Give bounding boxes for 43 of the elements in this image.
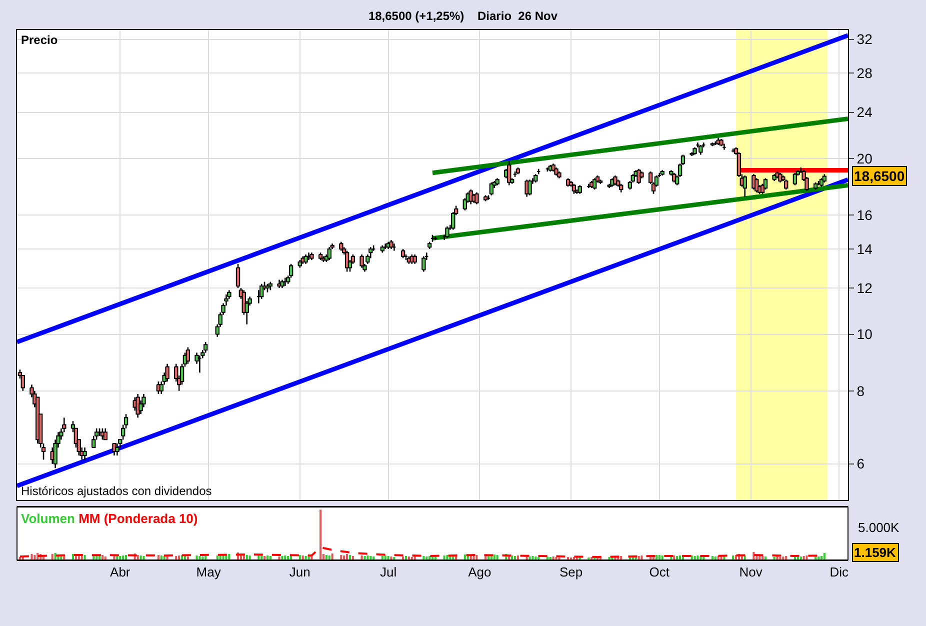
bar [806, 555, 808, 560]
x-tick-label: Dic [830, 564, 850, 580]
bar [694, 556, 696, 560]
bar [196, 555, 198, 560]
bar [528, 556, 531, 560]
x-tick-label: Nov [739, 564, 763, 580]
annotation: Históricos ajustados con dividendos [21, 484, 212, 498]
y-tick-label: 24 [856, 104, 873, 120]
y-tick-label: 12 [856, 280, 873, 296]
y-tick-label: 10 [856, 326, 873, 342]
text: 18,6500 [854, 168, 905, 184]
y-tick-label: 8 [856, 382, 865, 399]
text: Volumen [21, 511, 75, 526]
text: MM (Ponderada 10) [78, 511, 198, 526]
x-tick-label: Abr [110, 564, 131, 580]
bar [278, 556, 280, 560]
chart-title: 18,6500 (+1,25%) Diario 26 Nov [368, 8, 558, 23]
bar [225, 554, 228, 560]
y-tick-label: 14 [856, 240, 873, 257]
bar [319, 510, 322, 560]
y-tick-label: 6 [856, 456, 865, 472]
bar [446, 554, 448, 560]
annotation: 1.159K [854, 545, 897, 560]
x-tick-label: Jul [380, 564, 397, 580]
text: 5.000K [858, 520, 900, 535]
bar [30, 554, 33, 560]
y-axis-title: Precio [21, 33, 58, 47]
bar [140, 555, 142, 560]
bar [640, 555, 643, 560]
x-tick-label: Ago [468, 564, 492, 580]
y-tick-label: 32 [856, 31, 873, 48]
bar [364, 556, 366, 560]
x-tick-label: Oct [649, 564, 670, 580]
x-tick-label: May [196, 564, 222, 580]
bar [779, 556, 782, 560]
x-tick-label: Sep [559, 564, 583, 580]
bar [113, 556, 116, 560]
y-tick-label: 20 [856, 150, 873, 166]
y-tick-label: 28 [856, 65, 873, 82]
y-tick-label: 16 [856, 207, 873, 223]
bar [823, 552, 826, 560]
bar [390, 556, 392, 560]
x-tick-label: Jun [289, 564, 310, 580]
